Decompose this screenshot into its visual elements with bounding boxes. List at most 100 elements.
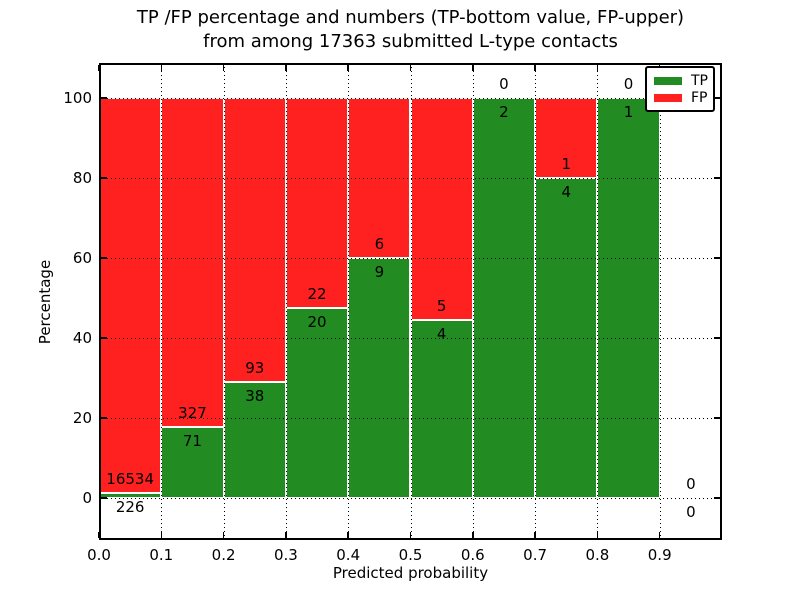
vertical-gridline [161, 63, 163, 540]
y-tick-mark [101, 257, 107, 259]
y-tick-mark [101, 497, 107, 499]
tp-legend-label: TP [691, 72, 708, 89]
fp-legend-label: FP [691, 89, 708, 106]
vertical-gridline [659, 63, 661, 540]
fp-count-label: 1 [561, 155, 572, 173]
x-tick-mark [347, 65, 349, 71]
x-tick-label: 0.3 [273, 546, 298, 564]
fp-count-label: 22 [307, 284, 327, 303]
x-tick-mark [596, 532, 599, 538]
x-tick-mark [596, 65, 599, 71]
vertical-gridline [535, 63, 537, 540]
fp-bar-segment [223, 98, 286, 382]
tp-bar-segment [472, 98, 536, 498]
fp-count-label: 0 [499, 75, 509, 93]
tp-count-label: 2 [499, 103, 509, 121]
x-tick-mark [472, 65, 474, 71]
x-tick-mark [222, 532, 225, 538]
chart-title-line2: from among 17363 submitted L-type contac… [203, 31, 618, 52]
legend-item: FP [654, 89, 708, 106]
fp-count-label: 0 [686, 475, 696, 493]
y-tick-label: 40 [72, 329, 92, 347]
tp-legend-swatch [654, 76, 682, 85]
x-tick-mark [222, 65, 225, 71]
y-tick-mark [714, 257, 720, 259]
tp-bar-segment [597, 98, 660, 498]
x-tick-mark [98, 65, 100, 71]
y-tick-label: 80 [72, 169, 92, 187]
legend-item: TP [654, 72, 708, 89]
tp-bar-segment [161, 426, 224, 498]
tp-count-label: 9 [374, 263, 385, 281]
x-tick-mark [658, 532, 661, 538]
y-tick-mark [714, 337, 720, 339]
x-tick-mark [98, 532, 100, 538]
y-tick-mark [101, 417, 107, 419]
tp-count-label: 20 [307, 312, 327, 331]
vertical-gridline [472, 63, 474, 540]
tp-bar-segment [410, 320, 473, 498]
x-tick-label: 0.4 [336, 546, 361, 564]
y-tick-mark [714, 177, 720, 179]
x-tick-mark [409, 65, 412, 71]
vertical-gridline [597, 63, 599, 540]
fp-bar-segment [99, 98, 162, 493]
x-tick-mark [534, 532, 536, 538]
fp-count-label: 16534 [106, 469, 154, 488]
tp-count-label: 71 [182, 431, 202, 450]
fp-bar-segment [285, 98, 349, 308]
y-tick-mark [714, 417, 720, 419]
fp-count-label: 5 [436, 297, 447, 316]
tp-count-label: 38 [245, 386, 265, 405]
x-tick-label: 0.9 [647, 546, 672, 564]
y-tick-mark [101, 177, 107, 179]
x-tick-mark [409, 532, 412, 538]
chart-title-line1: TP /FP percentage and numbers (TP-bottom… [136, 7, 685, 28]
y-tick-label: 60 [72, 249, 92, 267]
x-tick-mark [534, 65, 536, 71]
x-tick-label: 0.7 [523, 546, 548, 564]
chart-title: TP /FP percentage and numbers (TP-bottom… [99, 6, 722, 54]
vertical-gridline [223, 63, 225, 540]
y-tick-label: 100 [63, 89, 92, 107]
y-tick-mark [101, 97, 107, 99]
y-tick-mark [101, 337, 107, 339]
x-tick-mark [285, 532, 287, 538]
x-tick-label: 0.2 [211, 546, 236, 564]
x-tick-mark [285, 65, 287, 71]
y-tick-mark [714, 97, 720, 99]
y-tick-label: 0 [82, 489, 92, 507]
tp-count-label: 1 [623, 103, 634, 121]
x-tick-mark [160, 65, 163, 71]
x-tick-mark [472, 532, 474, 538]
x-tick-label: 0.8 [585, 546, 610, 564]
fp-count-label: 327 [178, 403, 207, 422]
vertical-gridline [410, 63, 412, 540]
fp-bar-segment [410, 98, 473, 321]
x-tick-label: 0.6 [460, 546, 485, 564]
tp-bar-segment [348, 258, 411, 498]
x-tick-mark [347, 532, 349, 538]
tp-bar-segment [223, 381, 286, 498]
fp-count-label: 6 [374, 235, 385, 253]
fp-count-label: 0 [623, 75, 634, 93]
x-tick-label: 0.1 [149, 546, 174, 564]
vertical-gridline [285, 63, 287, 540]
fp-bar-segment [161, 98, 224, 427]
vertical-gridline [348, 63, 350, 540]
x-tick-label: 0.5 [398, 546, 423, 564]
legend: TP FP [645, 66, 715, 112]
x-tick-label: 0.0 [87, 546, 111, 564]
x-tick-mark [160, 532, 163, 538]
fp-legend-swatch [654, 93, 682, 102]
tp-count-label: 4 [561, 183, 572, 201]
tp-count-label: 0 [686, 503, 696, 521]
x-axis-label: Predicted probability [332, 564, 489, 582]
plot-area: TP FP 16534 226 327 71 93 38 22 20 6 9 5 4 0 2 1 4 0 1 0 0 [98, 63, 722, 540]
y-tick-label: 20 [72, 409, 92, 427]
y-tick-mark [714, 497, 720, 499]
fp-count-label: 93 [245, 358, 265, 377]
tp-count-label: 226 [115, 497, 145, 516]
tp-count-label: 4 [436, 325, 447, 344]
